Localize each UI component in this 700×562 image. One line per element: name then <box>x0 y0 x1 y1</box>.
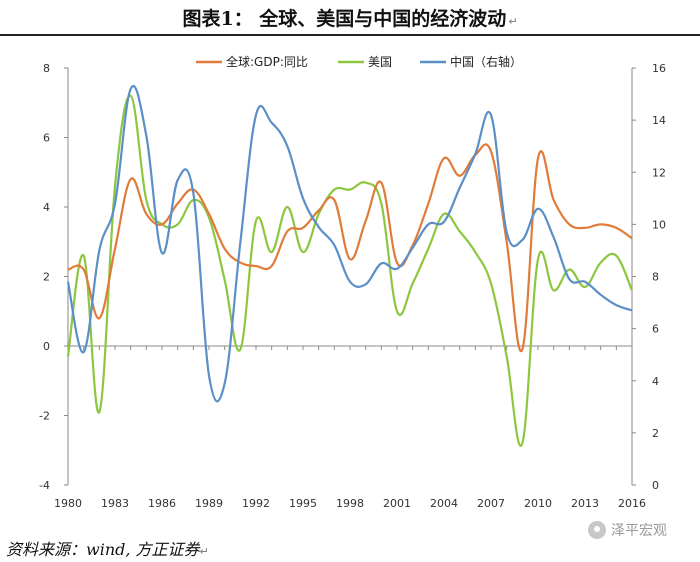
watermark: 泽平宏观 <box>588 520 667 540</box>
legend-item-global-label: 全球:GDP:同比 <box>226 54 308 69</box>
x-tick-label: 2010 <box>524 497 552 510</box>
x-tick-label: 1983 <box>101 497 129 510</box>
x-tick-label: 2004 <box>430 497 458 510</box>
x-tick-label: 1986 <box>148 497 176 510</box>
watermark-text: 泽平宏观 <box>611 523 667 539</box>
source-paragraph-mark: ↵ <box>199 545 209 558</box>
right-tick-label: 0 <box>652 479 659 492</box>
right-tick-label: 14 <box>652 114 666 127</box>
left-axis: -4 -2 0 2 4 6 8 <box>39 62 69 492</box>
x-tick-label: 1995 <box>289 497 317 510</box>
paragraph-mark: ↵ <box>508 15 518 28</box>
left-tick-label: -4 <box>39 479 50 492</box>
left-tick-label: -2 <box>39 410 50 423</box>
series-line-china <box>66 85 633 403</box>
legend-item-us-label: 美国 <box>368 55 392 69</box>
legend-item-china-label: 中国（右轴） <box>450 54 522 69</box>
source-note: 资料来源：wind, 方正证券↵ <box>6 540 209 559</box>
right-tick-label: 6 <box>652 323 659 336</box>
left-tick-label: 4 <box>43 201 50 214</box>
x-tick-label: 2007 <box>477 497 505 510</box>
x-axis: 1980 1983 1986 1989 1992 1995 1998 2001 2004 2007… <box>54 345 646 510</box>
x-tick-label: 1989 <box>195 497 223 510</box>
right-tick-label: 8 <box>652 271 659 284</box>
right-tick-label: 4 <box>652 375 659 388</box>
chart-title: 图表1： 全球、美国与中国的经济波动 ↵ <box>182 8 518 30</box>
x-tick-label: 1992 <box>242 497 270 510</box>
x-tick-label: 1980 <box>54 497 82 510</box>
left-tick-label: 6 <box>43 132 50 145</box>
right-tick-label: 2 <box>652 427 659 440</box>
right-tick-label: 12 <box>652 166 666 179</box>
left-tick-label: 8 <box>43 62 50 75</box>
x-tick-label: 2013 <box>571 497 599 510</box>
title-rule <box>0 34 700 36</box>
wechat-logo-icon <box>588 521 606 539</box>
x-tick-label: 1998 <box>336 497 364 510</box>
line-chart: -4 -2 0 2 4 6 8 0 2 4 6 8 10 12 14 16 1980 1983 1986 1989… <box>39 54 666 510</box>
series-lines <box>66 85 634 447</box>
right-tick-label: 10 <box>652 218 666 231</box>
series-line-global <box>67 143 633 353</box>
left-tick-label: 2 <box>43 271 50 284</box>
right-axis: 0 2 4 6 8 10 12 14 16 <box>631 62 666 492</box>
right-tick-label: 16 <box>652 62 666 75</box>
left-tick-label: 0 <box>43 340 50 353</box>
series-line-us <box>66 94 634 447</box>
legend: 全球:GDP:同比 美国 中国（右轴） <box>196 54 522 69</box>
x-tick-label: 2001 <box>383 497 411 510</box>
x-tick-label: 2016 <box>618 497 646 510</box>
